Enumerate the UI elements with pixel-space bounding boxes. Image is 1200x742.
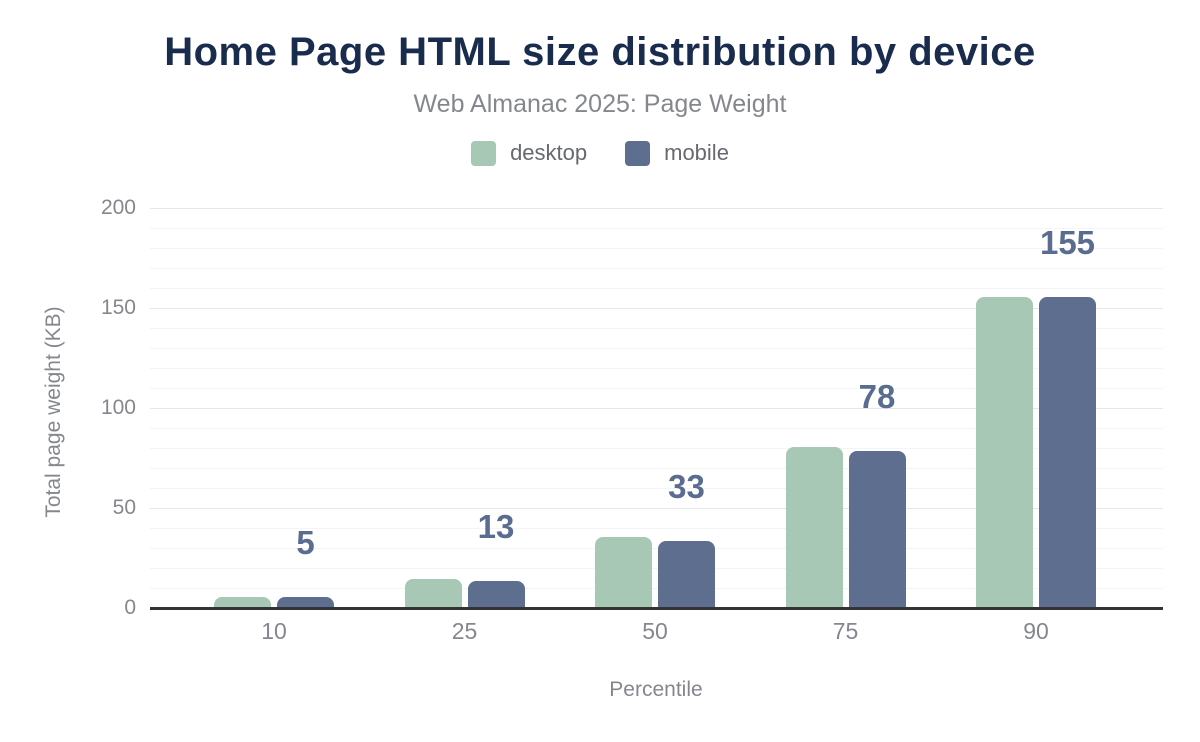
y-axis-tick-labels: 0 50 100 150 200 <box>0 196 136 619</box>
gridline-minor <box>150 228 1163 229</box>
bar-desktop-p10[interactable] <box>214 597 271 607</box>
chart-title: Home Page HTML size distribution by devi… <box>164 30 1036 74</box>
x-axis-line <box>150 607 1163 610</box>
bar-mobile-p75[interactable] <box>848 451 906 607</box>
desktop-swatch-icon <box>471 140 497 166</box>
y-tick-label: 200 <box>100 196 136 219</box>
gridline-minor <box>150 288 1163 289</box>
gridline-minor <box>150 548 1163 549</box>
bar-value-label: 5 <box>296 524 315 561</box>
bar-mobile-p10[interactable] <box>277 597 334 607</box>
x-tick-label: 75 <box>832 618 859 644</box>
y-tick-label: 50 <box>112 496 136 519</box>
x-axis-title: Percentile <box>609 678 703 701</box>
gridline-minor <box>150 528 1163 529</box>
bar-mobile-p90[interactable] <box>1039 297 1096 607</box>
bar-desktop-p50[interactable] <box>595 537 652 607</box>
gridline-minor <box>150 588 1163 589</box>
bar-value-label: 155 <box>1039 224 1096 261</box>
x-tick-label: 90 <box>1023 618 1049 644</box>
gridline-minor <box>150 248 1163 249</box>
gridline-minor <box>150 488 1163 489</box>
bar-mobile-p50[interactable] <box>658 541 715 607</box>
gridline-minor <box>150 328 1163 329</box>
x-tick-label: 10 <box>261 618 287 644</box>
gridline-minor <box>150 388 1163 389</box>
legend-item-mobile[interactable]: mobile <box>625 140 729 166</box>
y-tick-label: 150 <box>100 296 136 319</box>
x-tick-label: 50 <box>642 618 668 644</box>
bar-desktop-p75[interactable] <box>785 447 843 607</box>
gridline-major <box>150 508 1163 509</box>
gridline-minor <box>150 368 1163 369</box>
bar-value-label: 33 <box>668 468 705 505</box>
x-tick-label: 25 <box>451 618 478 644</box>
chart-subtitle: Web Almanac 2025: Page Weight <box>413 90 787 118</box>
gridline-minor <box>150 268 1163 269</box>
y-tick-label: 0 <box>124 596 136 619</box>
gridline-minor <box>150 468 1163 469</box>
y-tick-label: 100 <box>100 396 136 419</box>
gridline-minor <box>150 568 1163 569</box>
bar-desktop-p90[interactable] <box>976 297 1033 607</box>
legend: desktop mobile <box>0 140 1200 166</box>
legend-label-desktop: desktop <box>510 140 588 165</box>
legend-item-desktop[interactable]: desktop <box>471 140 587 166</box>
bar-mobile-p25[interactable] <box>467 581 525 607</box>
bar-value-label: 78 <box>858 378 896 415</box>
gridline-minor <box>150 448 1163 449</box>
legend-label-mobile: mobile <box>664 140 729 165</box>
bar-value-label: 13 <box>477 508 515 545</box>
gridline-major <box>150 408 1163 409</box>
bar-desktop-p25[interactable] <box>404 579 462 607</box>
gridline-minor <box>150 348 1163 349</box>
gridline-minor <box>150 428 1163 429</box>
gridline-major <box>150 308 1163 309</box>
gridline-major <box>150 208 1163 209</box>
mobile-swatch-icon <box>625 140 651 166</box>
plot-area: 5 13 33 78 155 <box>150 208 1163 610</box>
